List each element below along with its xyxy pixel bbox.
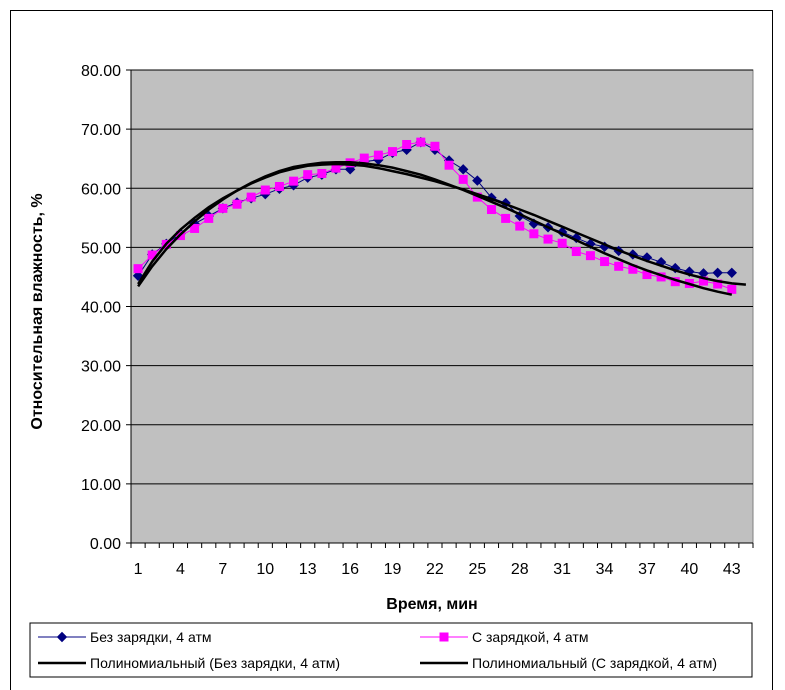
data-point-diamond [132,270,144,281]
y-tick-label: 10.00 [81,477,121,494]
data-point-square [260,185,270,195]
data-point-square [501,213,511,223]
legend-label: Полиномиальный (Без зарядки, 4 атм) [90,655,340,671]
legend-item-2: С зарядкой, 4 атм [420,629,588,645]
data-point-square [439,632,449,642]
data-point-square [727,284,737,294]
data-point-diamond [726,267,738,279]
x-tick-label: 25 [468,561,486,578]
y-tick-label: 0.00 [90,536,121,553]
x-tick-label: 43 [723,561,741,578]
series-line [137,160,733,296]
y-tick-label: 30.00 [81,359,121,376]
y-tick-label: 50.00 [81,240,121,257]
data-point-diamond [56,631,68,643]
legend-label: Без зарядки, 4 атм [90,629,211,645]
data-point-square [133,264,143,274]
data-point-square [232,199,242,209]
y-tick-labels: 0.00 10.00 20.00 30.00 40.00 50.00 60.00 70.00 8… [81,63,121,553]
series-layer [132,136,747,296]
x-tick-label: 13 [299,561,317,578]
data-point-square [402,139,412,149]
x-tick-label: 34 [596,561,614,578]
y-tick-label: 70.00 [81,122,121,139]
data-point-square [373,150,383,160]
chart-frame [10,10,773,690]
data-point-square [571,247,581,257]
data-point-square [388,147,398,157]
data-point-square [557,238,567,248]
data-point-square [190,223,200,233]
legend: Без зарядки, 4 атм С зарядкой, 4 атм Полин… [29,622,753,678]
data-point-diamond [712,267,723,279]
y-tick-label: 60.00 [81,181,121,198]
data-point-square [458,174,468,184]
data-point-square [289,176,299,186]
data-point-square [359,153,369,163]
data-point-square [317,168,327,178]
data-point-square [274,181,284,191]
data-point-square [529,229,539,239]
x-tick-label: 22 [426,561,444,578]
data-point-square [218,203,228,213]
data-point-square [585,251,595,261]
data-point-square [600,257,610,267]
data-point-square [444,160,454,170]
data-point-square [204,213,214,223]
x-tick-label: 7 [218,561,227,578]
x-tick-label: 1 [134,561,143,578]
x-tick-label: 40 [680,561,698,578]
data-point-diamond [472,175,483,186]
x-tick-label: 28 [511,561,529,578]
data-point-square [543,234,553,244]
axes [126,69,754,548]
x-tick-label: 19 [384,561,402,578]
legend-box [29,622,753,678]
data-point-square [416,137,426,147]
x-tick-label: 16 [341,561,359,578]
legend-item-4: Полиномиальный (С зарядкой, 4 атм) [420,655,717,671]
data-point-square [486,205,496,215]
legend-label: Полиномиальный (С зарядкой, 4 атм) [472,655,717,671]
x-tick-label: 37 [638,561,656,578]
data-point-square [430,141,440,151]
x-axis-title: Время, мин [386,596,477,613]
data-point-square [614,261,624,271]
legend-item-1: Без зарядки, 4 атм [38,629,211,645]
series-4 [137,160,733,296]
x-tick-label: 4 [176,561,185,578]
data-point-diamond [457,164,469,175]
x-tick-labels: 1 4 7 10 13 16 19 22 25 28 31 34 37 40 43 [134,561,741,578]
data-point-square [303,170,313,180]
x-tick-label: 10 [256,561,274,578]
y-axis-title: Относительная влажность, % [29,193,46,429]
data-point-square [515,221,525,231]
legend-item-3: Полиномиальный (Без зарядки, 4 атм) [38,655,340,671]
gridlines [131,69,753,485]
data-point-square [246,192,256,202]
legend-label: С зарядкой, 4 атм [472,629,588,645]
y-tick-label: 80.00 [81,63,121,80]
y-tick-label: 20.00 [81,418,121,435]
x-tick-label: 31 [553,561,571,578]
y-tick-label: 40.00 [81,300,121,317]
